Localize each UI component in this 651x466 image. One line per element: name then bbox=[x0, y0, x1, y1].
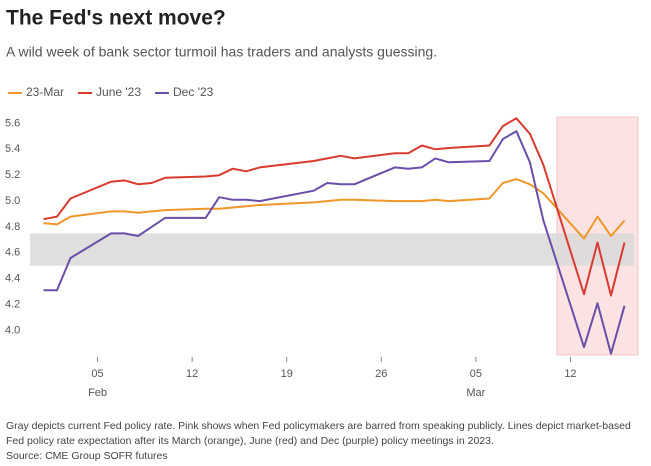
series-line bbox=[43, 130, 626, 355]
y-tick-label: 4.0 bbox=[5, 324, 20, 336]
y-tick-label: 5.2 bbox=[5, 169, 20, 181]
y-tick-label: 4.2 bbox=[5, 298, 20, 310]
note: Gray depicts current Fed policy rate. Pi… bbox=[6, 420, 631, 447]
y-tick-label: 4.4 bbox=[5, 273, 20, 285]
chart-title: The Fed's next move? bbox=[6, 7, 226, 30]
footer: Gray depicts current Fed policy rate. Pi… bbox=[6, 419, 641, 464]
y-tick-label: 5.4 bbox=[5, 143, 20, 155]
chart-subtitle: A wild week of bank sector turmoil has t… bbox=[6, 44, 437, 60]
month-label: Mar bbox=[466, 387, 485, 399]
x-tick-label: 05 bbox=[91, 368, 103, 380]
y-tick-label: 4.8 bbox=[5, 221, 20, 233]
x-tick-label: 12 bbox=[564, 368, 576, 380]
x-tick-label: 12 bbox=[186, 368, 198, 380]
series-line bbox=[43, 117, 626, 297]
chart: The Fed's next move? A wild week of bank… bbox=[5, 7, 639, 399]
month-label: Feb bbox=[88, 387, 107, 399]
y-tick-label: 5.0 bbox=[5, 195, 20, 207]
x-tick-label: 05 bbox=[470, 368, 482, 380]
source: Source: CME Group SOFR futures bbox=[6, 450, 168, 462]
legend-label: 23-Mar bbox=[26, 85, 64, 99]
series-line bbox=[43, 178, 626, 240]
x-tick-label: 19 bbox=[281, 368, 293, 380]
y-tick-label: 5.6 bbox=[5, 117, 20, 129]
legend-label: June '23 bbox=[96, 85, 141, 99]
policy-rate-band bbox=[30, 233, 634, 266]
x-tick-label: 26 bbox=[375, 368, 387, 380]
y-tick-label: 4.6 bbox=[5, 247, 20, 259]
legend-label: Dec '23 bbox=[173, 85, 214, 99]
